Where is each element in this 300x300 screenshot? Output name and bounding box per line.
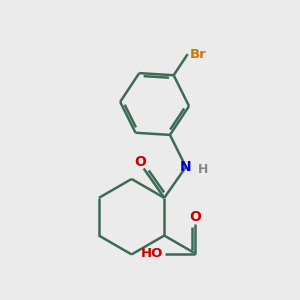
Text: N: N (180, 160, 192, 174)
Text: HO: HO (141, 247, 163, 260)
Text: H: H (198, 163, 209, 176)
Text: O: O (134, 155, 146, 170)
Text: O: O (189, 210, 201, 224)
Text: Br: Br (190, 48, 207, 61)
